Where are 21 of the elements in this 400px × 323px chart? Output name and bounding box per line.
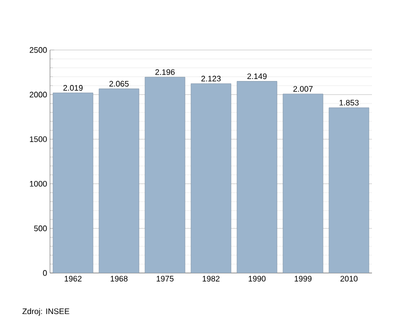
x-tick-label: 1968 <box>110 276 128 282</box>
data-label: 2.007 <box>293 86 313 92</box>
x-tick-label: 1975 <box>156 276 174 282</box>
x-tick-label: 1982 <box>202 276 220 282</box>
text: Zdroj: INSEE <box>22 308 70 316</box>
x-tick-label: 1990 <box>248 276 266 282</box>
data-label: 2.019 <box>63 85 83 91</box>
y-tick-label: 2000 <box>30 92 47 98</box>
data-label: 2.065 <box>109 80 129 87</box>
y-tick-label: 2500 <box>30 47 47 53</box>
data-label: 2.196 <box>155 69 175 75</box>
y-tick-label: 1000 <box>30 180 47 187</box>
x-tick-label: 1962 <box>64 276 82 282</box>
y-tick-label: 500 <box>34 226 47 232</box>
x-tick-label: 1999 <box>294 276 312 282</box>
y-tick-label: 1500 <box>30 136 47 142</box>
data-label: 1.853 <box>340 100 359 106</box>
data-label: 2.149 <box>247 73 267 80</box>
y-tick-label: 0 <box>43 270 47 276</box>
data-label: 2.123 <box>201 76 221 82</box>
x-tick-label: 2010 <box>340 276 358 282</box>
